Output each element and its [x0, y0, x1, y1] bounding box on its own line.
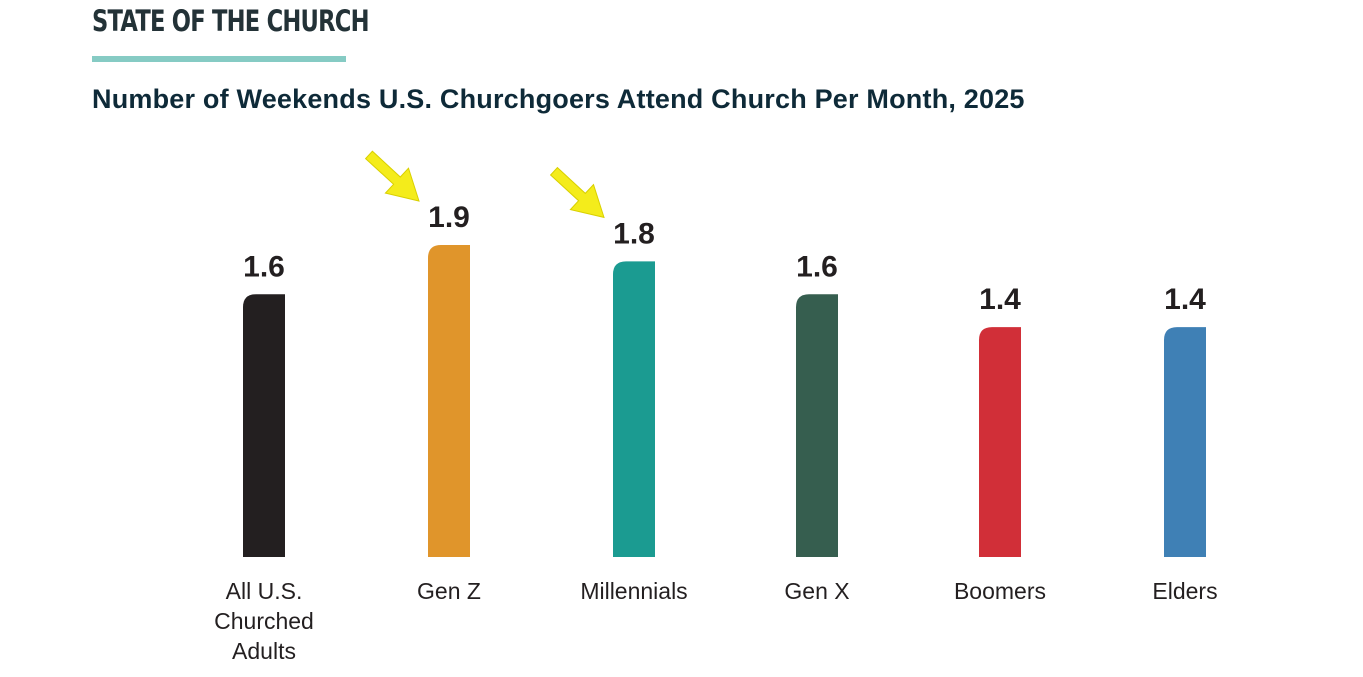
bar-5: [1164, 327, 1206, 557]
chart-title: Number of Weekends U.S. Churchgoers Atte…: [92, 84, 1025, 114]
bar-0: [243, 294, 285, 557]
category-label: Millennials: [580, 578, 687, 604]
value-label: 1.8: [613, 217, 655, 250]
value-label: 1.6: [243, 250, 285, 283]
bar-2: [613, 261, 655, 557]
value-label: 1.9: [428, 201, 470, 234]
section-title: STATE OF THE CHURCH: [92, 4, 370, 38]
bar-3: [796, 294, 838, 557]
category-label: Gen X: [784, 578, 849, 604]
section-divider: [92, 56, 346, 62]
value-label: 1.4: [979, 283, 1021, 316]
category-label: All U.S. Churched Adults: [214, 578, 314, 664]
highlight-arrow-icon: [549, 166, 605, 219]
category-label: Elders: [1152, 578, 1217, 604]
category-label: Gen Z: [417, 578, 481, 604]
bar-4: [979, 327, 1021, 557]
value-label: 1.6: [796, 250, 838, 283]
highlight-arrow-icon: [364, 150, 420, 202]
value-label: 1.4: [1164, 283, 1206, 316]
bar-1: [428, 245, 470, 557]
category-label: Boomers: [954, 578, 1046, 604]
